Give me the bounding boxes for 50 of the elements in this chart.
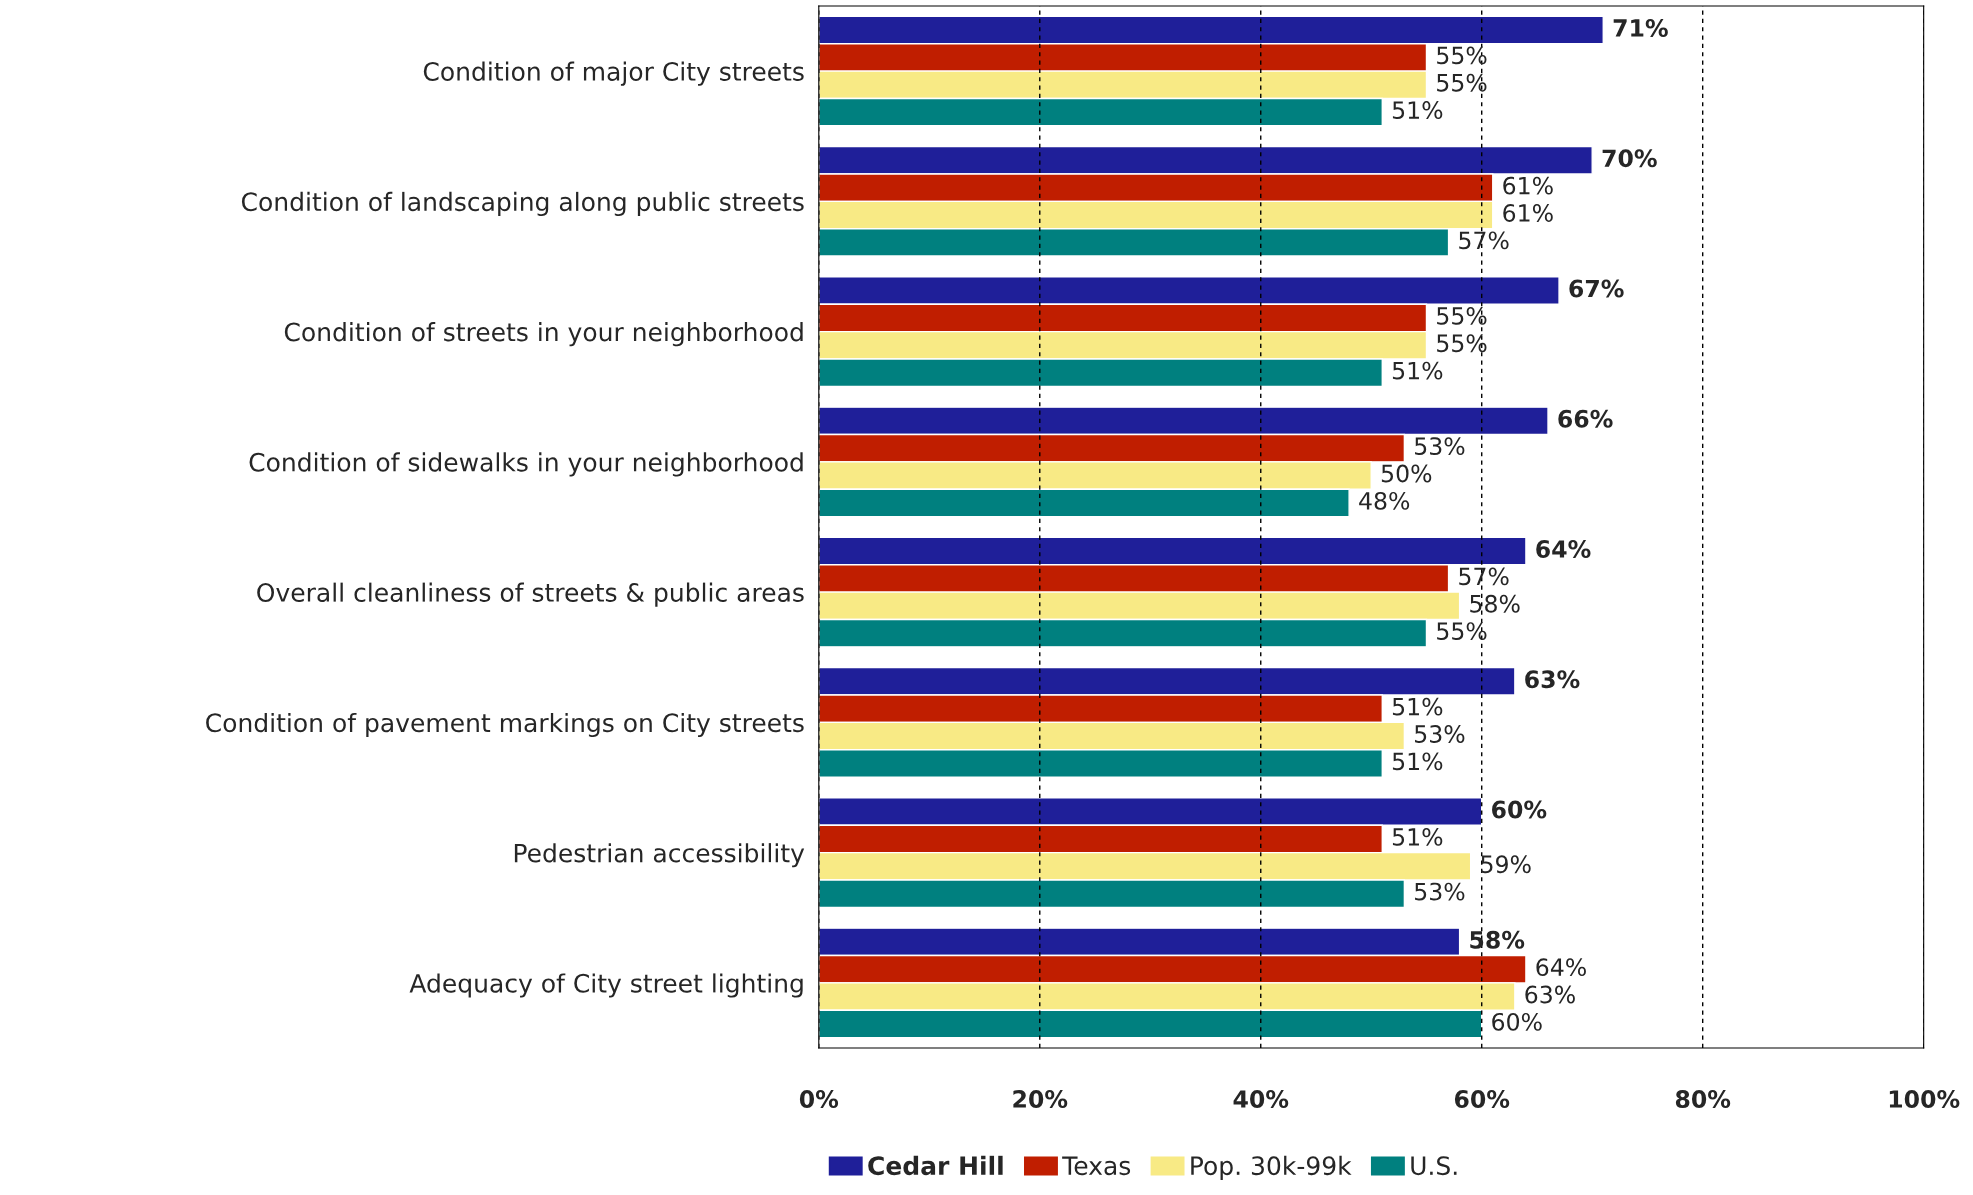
data-label: 64% bbox=[1536, 540, 1591, 558]
data-label: 60% bbox=[1492, 1012, 1542, 1031]
x-tick-label: 0% bbox=[799, 1090, 839, 1108]
data-label: 58% bbox=[1470, 930, 1525, 949]
data-label: 48% bbox=[1359, 491, 1410, 510]
data-label: 63% bbox=[1525, 670, 1580, 689]
data-label: 58% bbox=[1470, 594, 1520, 613]
data-label: 51% bbox=[1392, 697, 1443, 716]
data-label: 60% bbox=[1492, 800, 1547, 819]
data-label: 61% bbox=[1503, 176, 1553, 195]
data-label: 55% bbox=[1437, 622, 1487, 640]
y-tick-label: Overall cleanliness of streets & public areas bbox=[257, 582, 804, 607]
x-tick-label: 20% bbox=[1013, 1090, 1068, 1108]
data-label: 53% bbox=[1415, 725, 1465, 743]
legend-label: Texas bbox=[1062, 1156, 1131, 1176]
legend-label: Cedar Hill bbox=[868, 1155, 1003, 1176]
y-tick-label: Condition of major City streets bbox=[423, 61, 804, 86]
data-label: 50% bbox=[1381, 464, 1432, 483]
data-label: 51% bbox=[1392, 361, 1443, 380]
y-tick-label: Condition of landscaping along public streets bbox=[241, 191, 804, 217]
x-tick-label: 40% bbox=[1233, 1090, 1289, 1108]
data-label: 66% bbox=[1558, 409, 1613, 428]
data-label: 53% bbox=[1415, 882, 1465, 901]
x-tick-label: 60% bbox=[1454, 1090, 1510, 1108]
data-label: 55% bbox=[1437, 73, 1487, 92]
data-label: 55% bbox=[1437, 306, 1487, 325]
data-label: 67% bbox=[1569, 279, 1624, 298]
legend-label: Pop. 30k-99k bbox=[1191, 1155, 1352, 1180]
y-tick-label: Condition of streets in your neighborhood bbox=[284, 322, 803, 347]
data-label: 57% bbox=[1459, 567, 1509, 586]
data-label: 53% bbox=[1415, 437, 1465, 456]
y-tick-label: Adequacy of City street lighting bbox=[409, 973, 803, 998]
data-label: 64% bbox=[1536, 958, 1586, 977]
data-label: 59% bbox=[1481, 855, 1531, 874]
data-label: 55% bbox=[1437, 334, 1487, 353]
data-label: 61% bbox=[1503, 204, 1553, 222]
data-label: 63% bbox=[1525, 985, 1575, 1004]
legend-label: U.S. bbox=[1411, 1156, 1457, 1176]
data-label: 57% bbox=[1459, 231, 1509, 250]
data-label: 51% bbox=[1392, 752, 1443, 771]
y-tick-label: Condition of sidewalks in your neighborhood bbox=[249, 452, 803, 477]
y-tick-label: Condition of pavement markings on City streets bbox=[206, 712, 804, 738]
data-label: 71% bbox=[1613, 19, 1668, 37]
data-label: 51% bbox=[1392, 101, 1443, 119]
data-label: 55% bbox=[1437, 46, 1487, 65]
x-tick-label: 100% bbox=[1889, 1090, 1960, 1108]
data-label: 70% bbox=[1602, 149, 1657, 168]
y-tick-label: Pedestrian accessibility bbox=[514, 843, 805, 868]
x-tick-label: 80% bbox=[1675, 1090, 1731, 1108]
data-label: 51% bbox=[1392, 827, 1443, 846]
